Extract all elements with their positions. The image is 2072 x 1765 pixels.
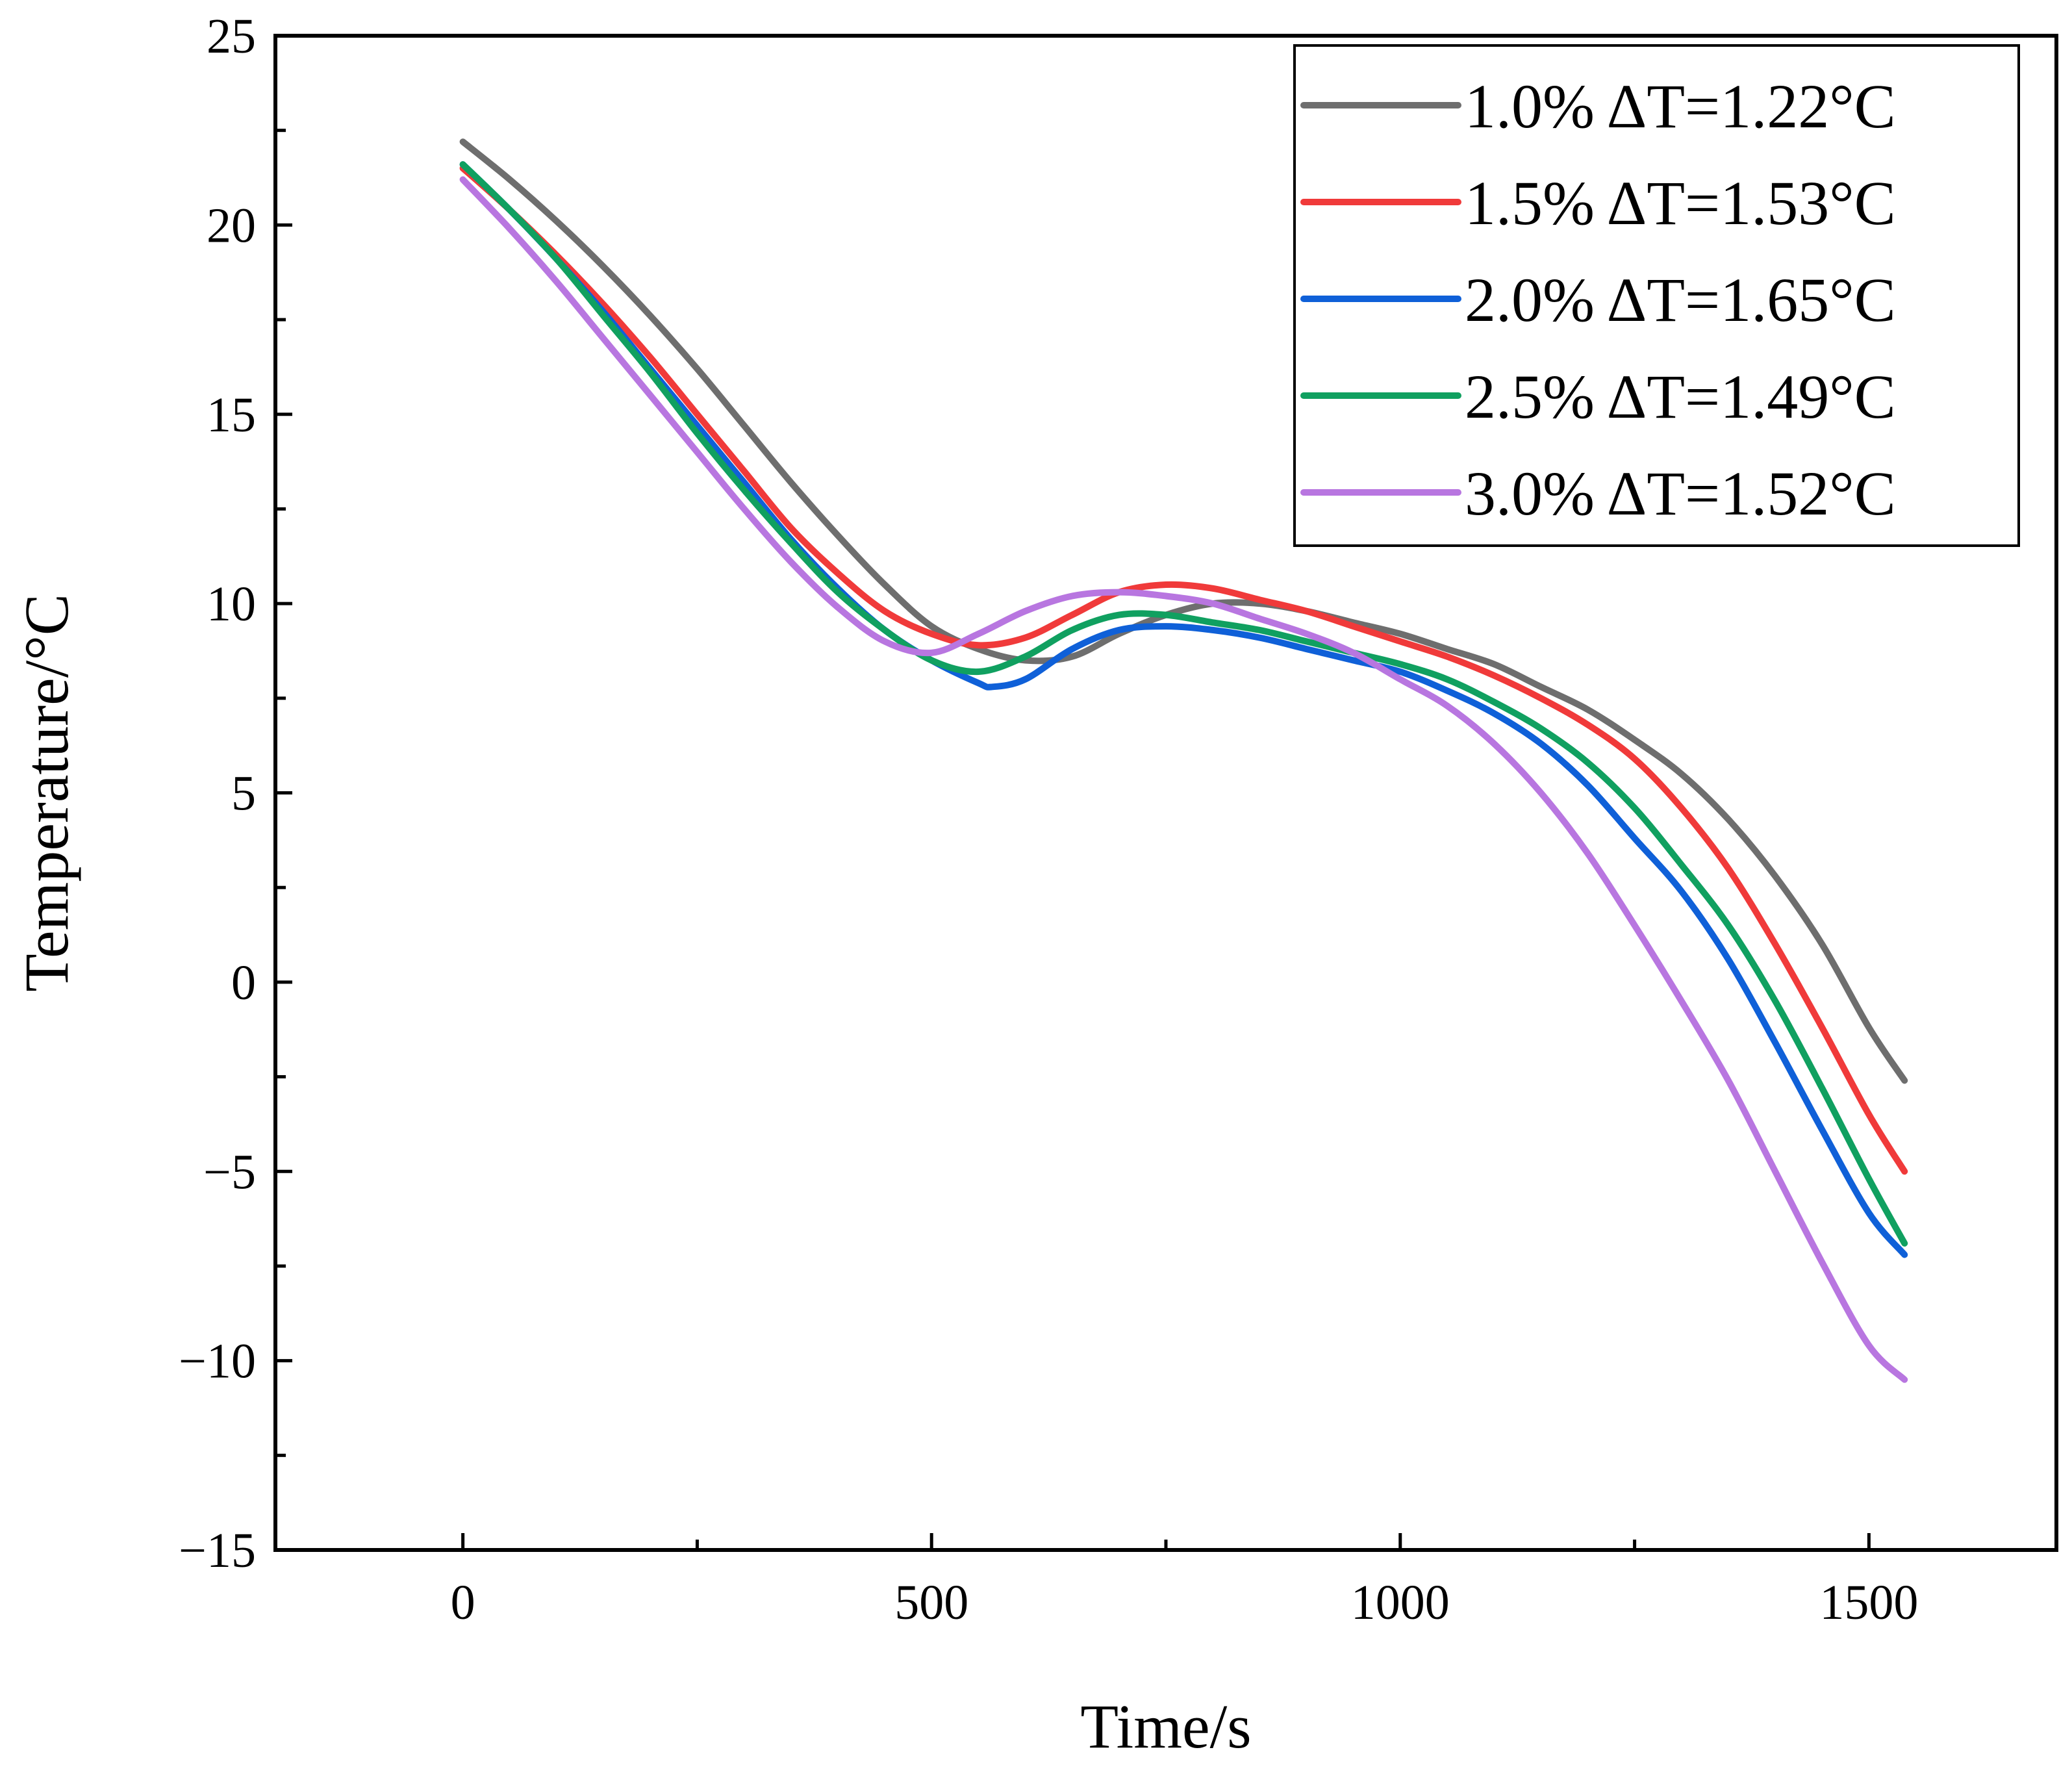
- y-axis-title: Temperature/°C: [12, 594, 81, 992]
- x-tick-label: 1500: [1819, 1575, 1918, 1630]
- legend-label-5: 3.0% ΔT=1.52°C: [1465, 459, 1896, 528]
- legend-label-3: 2.0% ΔT=1.65°C: [1465, 265, 1896, 335]
- series-line-2: [459, 165, 1908, 1175]
- legend-label-1: 1.0% ΔT=1.22°C: [1465, 71, 1896, 141]
- series-line-4: [459, 161, 1908, 1247]
- y-tick-label: −5: [203, 1145, 256, 1199]
- series-layer: [459, 138, 1908, 1383]
- y-tick-label: 20: [207, 198, 256, 253]
- legend-label-2: 1.5% ΔT=1.53°C: [1465, 168, 1896, 238]
- y-tick-label: 10: [207, 577, 256, 631]
- y-axis-ticks: 25 20 15 10 5 0 −5 −10 −15: [179, 9, 292, 1578]
- y-tick-label: 25: [207, 9, 256, 64]
- x-axis-title: Time/s: [1080, 1692, 1251, 1761]
- y-tick-label: 5: [231, 767, 256, 821]
- x-tick-label: 500: [894, 1575, 968, 1630]
- y-tick-label: 0: [231, 956, 256, 1010]
- x-axis-ticks: 0 500 1000 1500: [451, 1533, 1918, 1630]
- series-line-1: [459, 138, 1908, 1084]
- x-tick-label: 1000: [1351, 1575, 1450, 1630]
- series-line-3: [459, 161, 1908, 1258]
- y-tick-label: 15: [207, 388, 256, 442]
- legend-label-4: 2.5% ΔT=1.49°C: [1465, 362, 1896, 431]
- x-tick-label: 0: [451, 1575, 475, 1630]
- legend-items: 1.0% ΔT=1.22°C 1.5% ΔT=1.53°C 2.0% ΔT=1.65…: [1300, 71, 1896, 528]
- y-tick-label: −10: [179, 1334, 256, 1389]
- legend: 1.0% ΔT=1.22°C 1.5% ΔT=1.53°C 2.0% ΔT=1.65…: [1293, 44, 2020, 547]
- y-tick-label: −15: [179, 1523, 256, 1578]
- series-line-5: [459, 176, 1908, 1383]
